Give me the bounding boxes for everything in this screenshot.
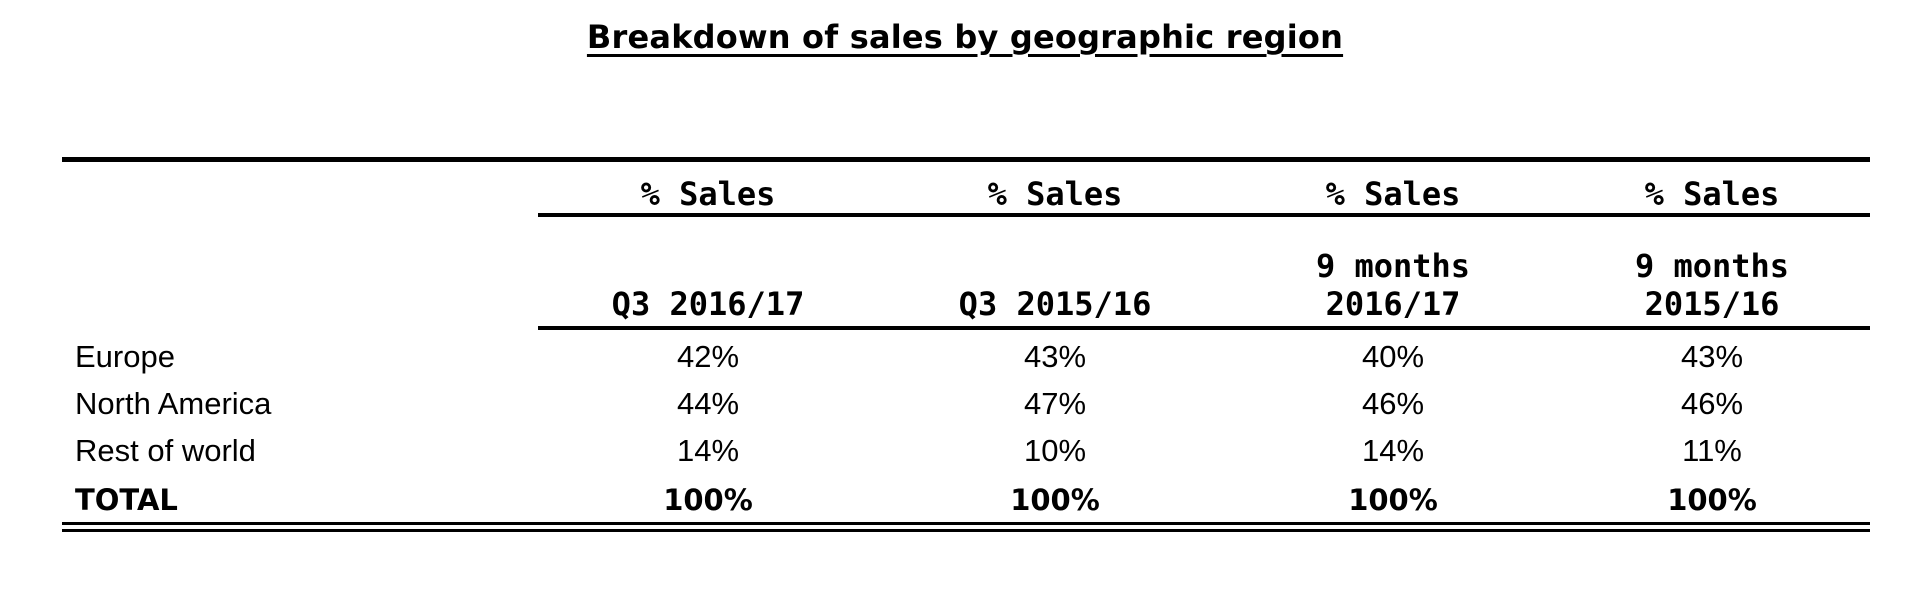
bottom-double-rule-upper	[62, 522, 1870, 525]
table-cell: 40%	[1361, 339, 1425, 374]
table-cell: 43%	[1023, 339, 1087, 374]
total-cell: 100%	[1667, 483, 1757, 517]
column-header-metric: % Sales	[1325, 175, 1461, 213]
top-rule	[62, 157, 1870, 162]
table-cell: 47%	[1023, 386, 1087, 421]
period-line-1: 9 months	[1315, 247, 1471, 285]
column-header-metric: % Sales	[987, 175, 1123, 213]
row-label-total: TOTAL	[75, 483, 178, 517]
table-cell: 11%	[1682, 433, 1742, 468]
table-cell: 14%	[676, 433, 740, 468]
bottom-double-rule-lower	[62, 529, 1870, 532]
table-cell: 46%	[1361, 386, 1425, 421]
row-label-north-america: North America	[75, 386, 272, 421]
table-cell: 44%	[676, 386, 740, 421]
table-cell: 14%	[1361, 433, 1425, 468]
total-cell: 100%	[663, 483, 753, 517]
column-header-period: Q3 2015/16	[905, 245, 1205, 323]
period-line-2: Q3 2016/17	[611, 285, 805, 323]
total-cell: 100%	[1348, 483, 1438, 517]
total-cell: 100%	[1010, 483, 1100, 517]
row-label-europe: Europe	[75, 339, 175, 374]
table-cell: 42%	[676, 339, 740, 374]
period-line-2: Q3 2015/16	[958, 285, 1152, 323]
row-label-rest-of-world: Rest of world	[75, 433, 256, 468]
column-header-period: Q3 2016/17	[558, 245, 858, 323]
table-cell: 10%	[1023, 433, 1087, 468]
period-line-2: 2016/17	[1325, 285, 1461, 323]
header-rule	[538, 213, 1870, 217]
header-bottom-rule	[538, 326, 1870, 330]
column-header-period: 9 months 2016/17	[1243, 245, 1543, 323]
column-header-period: 9 months 2015/16	[1562, 245, 1862, 323]
column-header-metric: % Sales	[1644, 175, 1780, 213]
column-header-metric: % Sales	[640, 175, 776, 213]
table-cell: 43%	[1680, 339, 1744, 374]
table-title: Breakdown of sales by geographic region	[586, 18, 1344, 56]
period-line-2: 2015/16	[1644, 285, 1780, 323]
period-line-1: 9 months	[1634, 247, 1790, 285]
table-cell: 46%	[1680, 386, 1744, 421]
